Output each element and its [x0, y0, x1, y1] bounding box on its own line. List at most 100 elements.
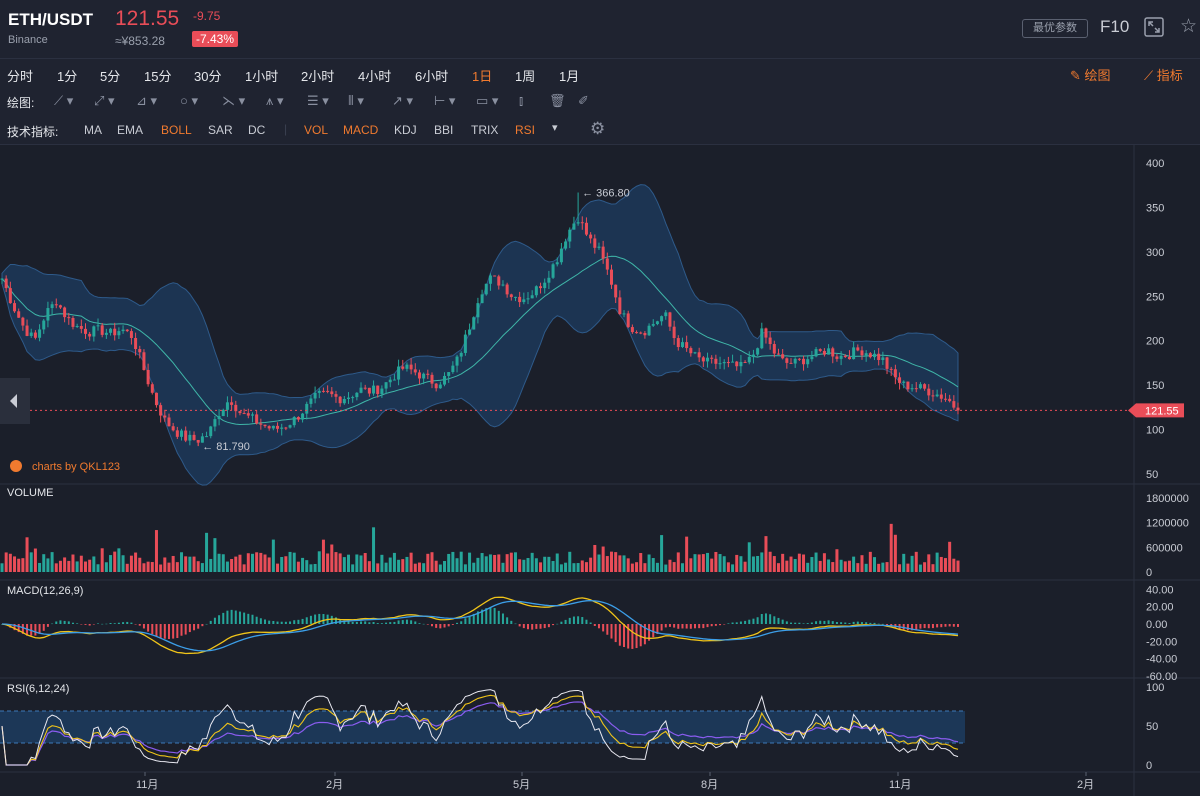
- volume-bar: [693, 554, 697, 572]
- volume-bar: [793, 559, 797, 572]
- volume-bar: [117, 548, 121, 572]
- candle-body: [138, 349, 142, 353]
- ind-sar[interactable]: SAR: [208, 123, 233, 137]
- ind-rsi[interactable]: RSI: [515, 123, 536, 137]
- x-tick-label: 2月: [1077, 779, 1094, 791]
- ray-tool-icon[interactable]: ⤢ ▾: [94, 93, 115, 108]
- macd-bar: [401, 620, 404, 624]
- candle-body: [292, 417, 296, 426]
- f10-button[interactable]: F10: [1100, 17, 1130, 36]
- more-indicators-chevron-icon[interactable]: ▾: [552, 122, 558, 134]
- tf-15min[interactable]: 15分: [144, 69, 172, 84]
- trash-icon[interactable]: 🗑: [549, 93, 566, 108]
- volume-bar: [150, 562, 154, 572]
- macd-bar: [268, 620, 271, 624]
- macd-bar: [151, 624, 154, 635]
- candle-body: [317, 390, 321, 393]
- candle-body: [614, 284, 618, 298]
- volume-tick: 600000: [1146, 542, 1183, 554]
- circle-tool-icon[interactable]: ○ ▾: [180, 93, 198, 108]
- volume-bar: [104, 562, 108, 572]
- candle-body: [468, 329, 472, 335]
- macd-bar: [840, 622, 843, 624]
- pattern-tool-icon[interactable]: ⩚ ▾: [266, 93, 284, 108]
- candle-body: [217, 416, 221, 420]
- stats-tool-icon[interactable]: ⫾: [519, 93, 524, 108]
- tf-1mo[interactable]: 1月: [559, 69, 580, 84]
- main-y-axis: 400 350 300 250 200 150 100 50: [1146, 158, 1164, 481]
- volume-bar: [756, 555, 760, 572]
- macd-bar: [810, 622, 813, 624]
- candle-body: [171, 426, 175, 431]
- macd-bar: [798, 622, 801, 624]
- tf-5min[interactable]: 5分: [100, 69, 121, 84]
- ind-boll[interactable]: BOLL: [161, 123, 192, 137]
- indicators-button[interactable]: ⟋ 指标: [1144, 68, 1183, 83]
- ind-vol[interactable]: VOL: [304, 123, 329, 137]
- tf-1h[interactable]: 1小时: [245, 69, 279, 84]
- macd-bar: [497, 610, 500, 624]
- scroll-left-button[interactable]: [0, 378, 30, 424]
- volume-tick: 0: [1146, 567, 1152, 579]
- tf-1d[interactable]: 1日: [472, 69, 493, 84]
- fib-tool-icon[interactable]: ☰ ▾: [307, 93, 329, 108]
- candle-body: [739, 361, 743, 367]
- ind-bbi[interactable]: BBI: [434, 123, 454, 137]
- candle-body: [67, 317, 71, 319]
- macd-bar: [297, 619, 300, 624]
- volume-bar: [497, 554, 501, 572]
- candle-body: [42, 320, 46, 330]
- candle-body: [284, 427, 288, 429]
- volume-bar: [843, 561, 847, 572]
- ind-ma[interactable]: MA: [84, 123, 102, 137]
- macd-bar: [501, 613, 504, 624]
- pitchfork-tool-icon[interactable]: ⋋ ▾: [222, 93, 246, 108]
- eraser-icon[interactable]: ✐: [578, 93, 589, 108]
- candle-body: [655, 321, 659, 325]
- tf-30min[interactable]: 30分: [194, 69, 222, 84]
- trendline-tool-icon[interactable]: ⟋ ▾: [54, 93, 74, 108]
- tf-1min[interactable]: 1分: [57, 69, 78, 84]
- tf-fenshi[interactable]: 分时: [7, 69, 34, 84]
- tf-1w[interactable]: 1周: [515, 69, 536, 84]
- ind-macd[interactable]: MACD: [343, 123, 379, 137]
- fullscreen-icon[interactable]: [1144, 17, 1164, 40]
- gann-tool-icon[interactable]: ⦀ ▾: [348, 93, 364, 108]
- candle-body: [559, 248, 563, 263]
- arrow-tool-icon[interactable]: ↗ ▾: [392, 93, 414, 108]
- candle-body: [221, 409, 225, 417]
- ind-dc[interactable]: DC: [248, 123, 266, 137]
- tf-4h[interactable]: 4小时: [358, 69, 392, 84]
- draw-tool-button[interactable]: ✎ 绘图: [1070, 68, 1111, 83]
- candle-body: [54, 304, 58, 306]
- favorite-star-icon[interactable]: ☆: [1180, 16, 1198, 37]
- settings-gear-icon[interactable]: ⚙: [590, 119, 606, 138]
- volume-bar: [434, 560, 438, 572]
- candle-body: [259, 423, 263, 425]
- candle-body: [605, 258, 609, 270]
- tf-6h[interactable]: 6小时: [415, 69, 449, 84]
- tf-2h[interactable]: 2小时: [301, 69, 335, 84]
- macd-bar: [380, 623, 383, 624]
- channel-tool-icon[interactable]: ⊿ ▾: [136, 93, 158, 108]
- candle-body: [321, 390, 325, 392]
- candle-body: [142, 352, 146, 370]
- measure-tool-icon[interactable]: ⊢ ▾: [434, 93, 456, 108]
- macd-bar: [464, 618, 467, 624]
- note-tool-icon[interactable]: ▭ ▾: [476, 93, 499, 108]
- volume-bar: [530, 552, 534, 572]
- macd-bar: [539, 624, 542, 629]
- candle-body: [351, 397, 355, 399]
- macd-bar: [685, 624, 688, 629]
- macd-bar: [38, 624, 41, 634]
- volume-bar: [488, 554, 492, 572]
- macd-bar: [589, 622, 592, 624]
- candle-body: [38, 329, 42, 338]
- ind-kdj[interactable]: KDJ: [394, 123, 417, 137]
- chart-area[interactable]: 121.55 ← 366.80 ← 81.790 400 350 300 250 200…: [0, 144, 1200, 796]
- candle-body: [831, 348, 835, 357]
- optimal-params-button[interactable]: 最优参数: [1022, 19, 1088, 38]
- ind-ema[interactable]: EMA: [117, 123, 144, 137]
- ind-trix[interactable]: TRIX: [471, 123, 499, 137]
- volume-bar: [797, 553, 801, 572]
